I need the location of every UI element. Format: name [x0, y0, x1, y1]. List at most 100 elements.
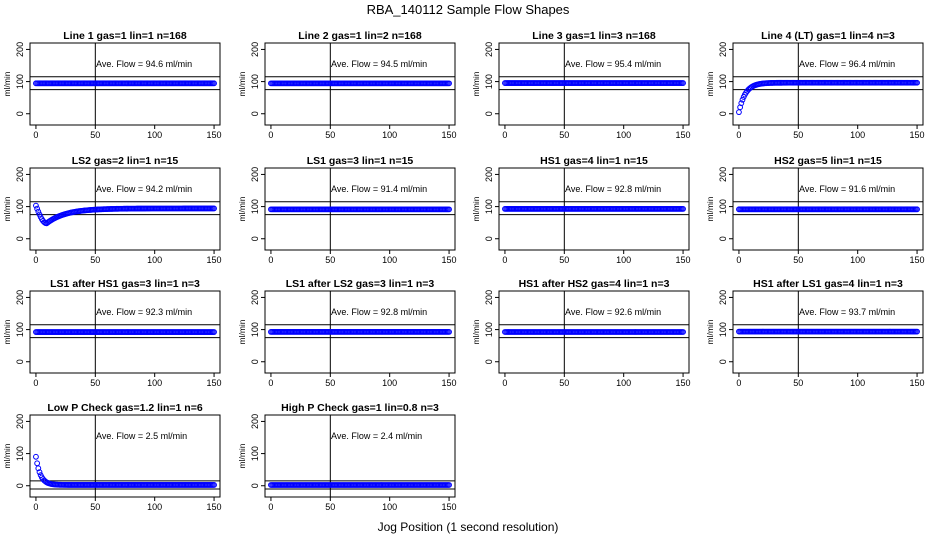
- y-tick-label: 100: [250, 199, 260, 214]
- x-tick-label: 150: [207, 130, 222, 140]
- x-tick-label: 150: [910, 130, 925, 140]
- x-tick-label: 150: [442, 378, 457, 388]
- x-tick-label: 150: [910, 255, 925, 265]
- panel-8: HS2 gas=5 lin=1 n=15 0 50 100 150 0 100 200 ml/m…: [705, 155, 925, 265]
- panel-title: LS1 after LS2 gas=3 lin=1 n=3: [286, 278, 435, 290]
- data-point: [739, 96, 746, 103]
- x-tick-label: 0: [268, 130, 273, 140]
- x-tick-label: 0: [33, 255, 38, 265]
- plot-frame: [264, 42, 456, 126]
- ave-flow-annotation: Ave. Flow = 95.4 ml/min: [565, 59, 661, 69]
- panel-title: LS2 gas=2 lin=1 n=15: [72, 155, 179, 167]
- y-tick-label: 100: [250, 74, 260, 89]
- y-axis-label: ml/min: [237, 196, 247, 221]
- panel-title: Line 4 (LT) gas=1 lin=4 n=3: [761, 30, 895, 42]
- panel-13: Low P Check gas=1.2 lin=1 n=6 0 50 100 150 0 1…: [2, 402, 222, 512]
- x-tick-label: 50: [559, 378, 569, 388]
- y-tick-label: 200: [15, 42, 25, 57]
- ave-flow-annotation: Ave. Flow = 92.8 ml/min: [565, 184, 661, 194]
- x-tick-label: 50: [325, 255, 335, 265]
- x-tick-label: 0: [736, 378, 741, 388]
- panel-4: Line 4 (LT) gas=1 lin=4 n=3 0 50 100 150 0 100…: [705, 30, 925, 140]
- x-tick-label: 100: [616, 255, 631, 265]
- panel-title: HS1 after HS2 gas=4 lin=1 n=3: [519, 278, 670, 290]
- y-axis-label: ml/min: [705, 319, 715, 344]
- x-tick-label: 50: [793, 130, 803, 140]
- x-tick-label: 100: [147, 378, 162, 388]
- data-point: [36, 469, 43, 476]
- x-tick-label: 0: [268, 378, 273, 388]
- plot-frame: [732, 42, 924, 126]
- y-axis-label: ml/min: [2, 71, 12, 96]
- x-tick-label: 50: [90, 378, 100, 388]
- data-point: [35, 208, 42, 215]
- x-tick-label: 50: [325, 378, 335, 388]
- plot-frame: [498, 290, 690, 374]
- y-tick-label: 200: [15, 167, 25, 182]
- x-tick-label: 0: [268, 502, 273, 512]
- panel-5: LS2 gas=2 lin=1 n=15 0 50 100 150 0 100 200 ml/m…: [2, 155, 222, 265]
- x-tick-label: 100: [147, 130, 162, 140]
- y-tick-label: 100: [250, 446, 260, 461]
- y-axis-label: ml/min: [705, 71, 715, 96]
- ave-flow-annotation: Ave. Flow = 2.4 ml/min: [331, 431, 422, 441]
- data-point: [35, 465, 42, 472]
- plot-frame: [29, 414, 221, 498]
- x-tick-label: 50: [793, 255, 803, 265]
- y-tick-label: 200: [250, 290, 260, 305]
- x-tick-label: 100: [147, 502, 162, 512]
- y-tick-label: 0: [718, 359, 728, 364]
- panel-11: HS1 after HS2 gas=4 lin=1 n=3 0 50 100 150 0 1…: [471, 278, 691, 388]
- x-tick-label: 0: [33, 378, 38, 388]
- data-point: [738, 100, 745, 107]
- x-tick-label: 150: [207, 378, 222, 388]
- panel-title: HS1 after LS1 gas=4 lin=1 n=3: [753, 278, 903, 290]
- data-point: [211, 482, 217, 488]
- y-tick-label: 0: [15, 359, 25, 364]
- panel-2: Line 2 gas=1 lin=2 n=168 0 50 100 150 0 100 200…: [237, 30, 457, 140]
- plot-frame: [498, 167, 690, 251]
- x-tick-label: 0: [736, 255, 741, 265]
- data-point: [446, 80, 452, 87]
- panel-title: Line 3 gas=1 lin=3 n=168: [532, 30, 656, 42]
- y-tick-label: 0: [15, 111, 25, 116]
- panel-1: Line 1 gas=1 lin=1 n=168 0 50 100 150 0 100 200…: [2, 30, 222, 140]
- y-tick-label: 0: [484, 236, 494, 241]
- y-tick-label: 0: [15, 236, 25, 241]
- ave-flow-annotation: Ave. Flow = 2.5 ml/min: [96, 431, 187, 441]
- ave-flow-annotation: Ave. Flow = 92.8 ml/min: [331, 307, 427, 317]
- y-tick-label: 0: [484, 111, 494, 116]
- y-axis-label: ml/min: [2, 319, 12, 344]
- ave-flow-annotation: Ave. Flow = 93.7 ml/min: [799, 307, 895, 317]
- y-tick-label: 200: [718, 42, 728, 57]
- x-tick-label: 0: [33, 130, 38, 140]
- data-point: [914, 206, 920, 213]
- ave-flow-annotation: Ave. Flow = 96.4 ml/min: [799, 59, 895, 69]
- x-tick-label: 100: [850, 130, 865, 140]
- y-tick-label: 200: [718, 167, 728, 182]
- y-tick-label: 100: [718, 74, 728, 89]
- data-point: [680, 329, 686, 335]
- y-axis-label: ml/min: [2, 443, 12, 468]
- ave-flow-annotation: Ave. Flow = 91.4 ml/min: [331, 184, 427, 194]
- y-tick-label: 0: [718, 236, 728, 241]
- y-tick-label: 0: [250, 236, 260, 241]
- x-tick-label: 150: [676, 130, 691, 140]
- figure-title: RBA_140112 Sample Flow Shapes: [367, 2, 570, 17]
- y-tick-label: 0: [15, 483, 25, 488]
- data-point: [446, 482, 452, 488]
- panel-title: LS1 after HS1 gas=3 lin=1 n=3: [50, 278, 200, 290]
- x-tick-label: 50: [325, 130, 335, 140]
- panel-title: Low P Check gas=1.2 lin=1 n=6: [47, 402, 202, 414]
- y-axis-label: ml/min: [471, 71, 481, 96]
- y-tick-label: 200: [250, 42, 260, 57]
- y-tick-label: 100: [484, 322, 494, 337]
- ave-flow-annotation: Ave. Flow = 94.6 ml/min: [96, 59, 192, 69]
- data-point: [736, 109, 742, 116]
- y-tick-label: 0: [718, 111, 728, 116]
- x-tick-label: 0: [268, 255, 273, 265]
- panel-title: Line 1 gas=1 lin=1 n=168: [63, 30, 187, 42]
- plot-frame: [29, 167, 221, 251]
- plot-frame: [264, 414, 456, 498]
